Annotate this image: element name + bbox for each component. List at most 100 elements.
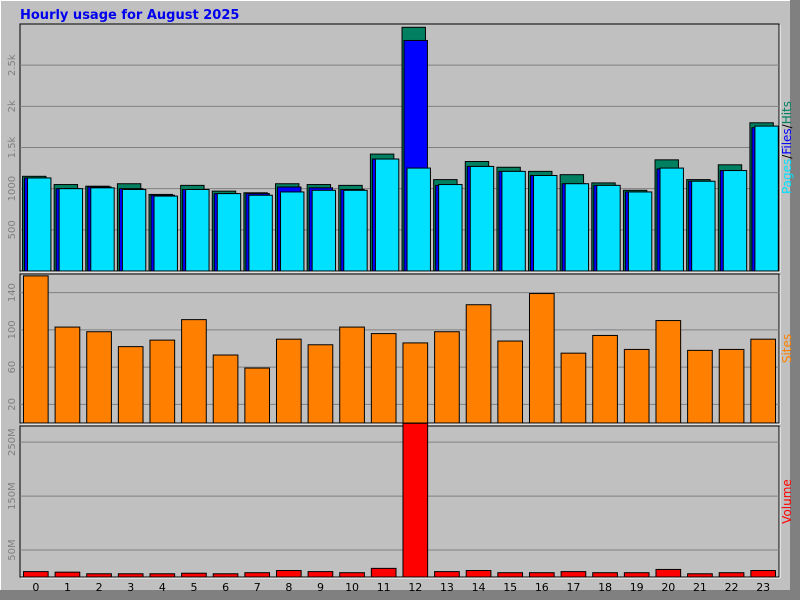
bar-pages-22 [722, 170, 748, 272]
xtick-label-14: 14 [472, 581, 486, 594]
bar-volume-5 [181, 572, 207, 578]
xtick-label-5: 5 [190, 581, 197, 594]
xtick-label-11: 11 [377, 581, 391, 594]
ytick-label-hits-4: 2.5k [7, 54, 18, 76]
bar-pages-16 [533, 174, 558, 272]
bar-sites-9 [307, 344, 334, 424]
bar-volume-9 [307, 571, 334, 578]
legend-separator: / [780, 154, 794, 159]
panel-sites: 20 60 100 140 [7, 273, 781, 425]
xtick-label-7: 7 [254, 581, 261, 594]
xtick-label-15: 15 [503, 581, 517, 594]
bar-sites-23 [750, 338, 777, 424]
bar-sites-6 [212, 354, 239, 424]
xtick-label-3: 3 [127, 581, 134, 594]
bar-sites-12 [402, 342, 429, 424]
bar-sites-21 [687, 349, 713, 424]
bar-volume-23 [750, 570, 777, 578]
bar-pages-12 [406, 167, 431, 272]
bar-sites-7 [244, 367, 271, 424]
bar-volume-6 [212, 573, 239, 578]
bar-sites-16 [528, 293, 555, 424]
bar-sites-4 [149, 339, 176, 424]
bar-volume-16 [528, 572, 555, 578]
legend-separator: / [780, 123, 794, 128]
xtick-label-10: 10 [345, 581, 359, 594]
xtick-label-18: 18 [598, 581, 612, 594]
legend-pages-files-hits: Pages/Files/Hits [780, 101, 794, 194]
bar-pages-11 [374, 158, 400, 272]
bar-sites-15 [497, 340, 524, 424]
bar-volume-4 [149, 573, 176, 578]
bar-volume-7 [244, 572, 271, 578]
bar-volume-21 [687, 573, 713, 578]
bar-sites-10 [339, 326, 365, 424]
bar-pages-0 [27, 177, 52, 272]
bar-sites-8 [275, 338, 302, 424]
ytick-label-hits-3: 2k [7, 100, 18, 112]
ytick-label-hits-0: 500 [7, 220, 18, 239]
xtick-label-4: 4 [159, 581, 166, 594]
ytick-label-sites-2: 100 [7, 320, 18, 339]
ytick-label-volume-0: 50M [7, 539, 18, 560]
xtick-label-17: 17 [566, 581, 580, 594]
bar-volume-15 [497, 572, 524, 578]
bar-volume-17 [560, 571, 587, 578]
panel-frame-volume [19, 425, 780, 578]
bar-pages-14 [469, 165, 495, 272]
bar-pages-5 [185, 188, 210, 272]
bar-volume-1 [54, 571, 81, 578]
xtick-label-23: 23 [756, 581, 770, 594]
ytick-label-hits-2: 1.5k [7, 136, 18, 158]
ytick-label-volume-2: 250M [7, 428, 18, 456]
xtick-label-19: 19 [630, 581, 644, 594]
bar-volume-10 [339, 572, 365, 578]
legend-sites: Sites [780, 334, 794, 363]
bar-sites-3 [117, 346, 144, 424]
legend-volume: Volume [780, 479, 794, 524]
xtick-label-22: 22 [725, 581, 739, 594]
ytick-label-sites-3: 140 [7, 283, 18, 302]
bar-sites-5 [181, 319, 207, 424]
bar-sites-13 [434, 331, 460, 424]
bar-volume-8 [275, 570, 302, 578]
bar-sites-18 [592, 334, 618, 424]
xtick-label-6: 6 [222, 581, 229, 594]
bar-volume-12 [402, 422, 429, 578]
panel-frame-sites [19, 273, 780, 424]
bar-volume-2 [86, 573, 112, 578]
xtick-label-16: 16 [535, 581, 549, 594]
bar-pages-10 [343, 189, 368, 272]
legend-files: Files [780, 128, 794, 154]
xtick-label-1: 1 [64, 581, 71, 594]
bar-pages-1 [58, 188, 84, 272]
bar-pages-8 [280, 191, 305, 272]
bar-sites-0 [22, 275, 49, 424]
bar-volume-22 [718, 572, 745, 578]
bar-pages-6 [216, 193, 242, 272]
bar-pages-18 [596, 184, 621, 272]
xtick-label-9: 9 [317, 581, 324, 594]
bar-sites-19 [623, 348, 650, 424]
bar-pages-3 [121, 188, 147, 272]
xtick-label-2: 2 [96, 581, 103, 594]
bar-pages-17 [564, 183, 590, 272]
ytick-label-sites-1: 60 [7, 361, 18, 374]
ytick-label-sites-0: 20 [7, 398, 18, 411]
xtick-label-0: 0 [32, 581, 39, 594]
bar-volume-0 [22, 571, 49, 578]
bar-pages-20 [659, 167, 684, 272]
bar-pages-4 [153, 195, 178, 272]
xtick-label-21: 21 [693, 581, 707, 594]
ytick-label-hits-1: 1000 [7, 176, 18, 201]
legend-hits: Hits [780, 101, 794, 124]
bar-sites-1 [54, 326, 81, 424]
xtick-label-12: 12 [408, 581, 422, 594]
bar-sites-11 [370, 333, 397, 424]
bar-sites-2 [86, 331, 112, 424]
legend-pages: Pages [780, 159, 794, 194]
bar-sites-22 [718, 348, 745, 424]
bar-volume-14 [465, 570, 492, 578]
